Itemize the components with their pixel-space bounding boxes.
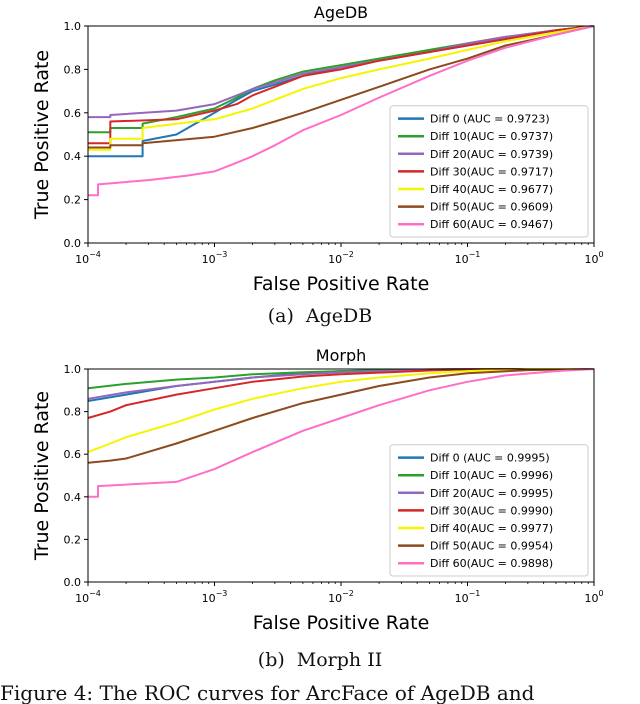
series-lines — [88, 25, 595, 197]
subfigure-a-caption: (a) AgeDB — [268, 305, 372, 327]
x-tick-label: 10−4 — [75, 250, 101, 266]
y-tick-label: 0.4 — [64, 150, 82, 163]
legend-entry-3: Diff 30(AUC = 0.9717) — [430, 165, 553, 178]
series-line-6 — [88, 25, 595, 197]
legend-entry-6: Diff 60(AUC = 0.9467) — [430, 218, 553, 231]
legend-entry-2: Diff 20(AUC = 0.9739) — [430, 148, 553, 161]
y-tick-label: 0.0 — [64, 237, 82, 250]
y-tick-label: 0.4 — [64, 491, 82, 504]
x-tick-label: 10−3 — [202, 250, 228, 266]
y-axis-label: True Positive Rate — [31, 391, 53, 561]
x-tick-label: 10−3 — [202, 589, 228, 605]
x-axis-label: False Positive Rate — [253, 273, 430, 295]
legend-entry-0: Diff 0 (AUC = 0.9723) — [430, 113, 550, 126]
y-tick-label: 0.8 — [64, 63, 82, 76]
legend-entry-4: Diff 40(AUC = 0.9677) — [430, 183, 553, 196]
subfigure-a-name: AgeDB — [305, 305, 372, 327]
y-tick-label: 0.6 — [64, 107, 82, 120]
x-tick-label: 100 — [584, 589, 603, 605]
y-tick-label: 0.2 — [64, 533, 82, 546]
legend-entry-1: Diff 10(AUC = 0.9737) — [430, 130, 553, 143]
x-tick-label: 100 — [584, 250, 603, 266]
y-axis-label: True Positive Rate — [31, 50, 53, 220]
series-line-4 — [87, 368, 594, 454]
legend-entry-2: Diff 20(AUC = 0.9995) — [430, 487, 553, 500]
series-line-2 — [88, 25, 595, 119]
legend-entry-5: Diff 50(AUC = 0.9954) — [430, 540, 553, 553]
x-axis-label: False Positive Rate — [253, 612, 430, 634]
x-tick-label: 10−2 — [328, 589, 354, 605]
y-tick-label: 1.0 — [64, 363, 82, 376]
y-tick-label: 0.8 — [64, 406, 82, 419]
x-tick-label: 10−1 — [455, 589, 481, 605]
series-line-5 — [87, 368, 595, 464]
y-tick-label: 0.6 — [64, 448, 82, 461]
series-line-4 — [88, 25, 595, 151]
legend-entry-6: Diff 60(AUC = 0.9898) — [430, 557, 553, 570]
subfigure-b-caption: (b) Morph II — [258, 649, 382, 671]
chart-title: Morph — [316, 346, 366, 365]
legend-box — [389, 444, 589, 577]
subfigure-a-label: (a) — [268, 305, 294, 327]
series-line-3 — [88, 25, 595, 145]
legend-entry-1: Diff 10(AUC = 0.9996) — [430, 469, 553, 482]
legend: Diff 0 (AUC = 0.9995) Diff 10(AUC = 0.999… — [389, 444, 589, 577]
chart-title: AgeDB — [314, 3, 368, 22]
y-tick-label: 0.0 — [64, 576, 82, 589]
series-line-3 — [87, 368, 594, 419]
series-line-6 — [88, 368, 595, 498]
figure-caption: Figure 4: The ROC curves for ArcFace of … — [0, 681, 535, 704]
legend-entry-3: Diff 30(AUC = 0.9990) — [430, 504, 553, 517]
subfigure-b-name: Morph II — [297, 649, 382, 671]
morph-roc-chart: Morph 0.0 0.2 0.4 0.6 0.8 1.0 10−4 10−3 10−2 10−1 1… — [31, 346, 604, 634]
series-line-5 — [88, 25, 595, 149]
legend-entry-0: Diff 0 (AUC = 0.9995) — [430, 452, 550, 465]
legend: Diff 0 (AUC = 0.9723) Diff 10(AUC = 0.973… — [389, 105, 589, 238]
subfigure-b-label: (b) — [258, 649, 285, 671]
y-tick-label: 1.0 — [64, 20, 82, 33]
legend-box — [389, 105, 589, 238]
x-tick-label: 10−4 — [75, 589, 101, 605]
agedb-roc-chart: AgeDB 0.0 0.2 0.4 0.6 0.8 1.0 10−4 10−3 10−2 10−1 1… — [31, 3, 604, 295]
x-tick-label: 10−2 — [328, 250, 354, 266]
y-tick-label: 0.2 — [64, 194, 82, 207]
legend-entry-4: Diff 40(AUC = 0.9977) — [430, 522, 553, 535]
legend-entry-5: Diff 50(AUC = 0.9609) — [430, 201, 553, 214]
x-tick-label: 10−1 — [455, 250, 481, 266]
